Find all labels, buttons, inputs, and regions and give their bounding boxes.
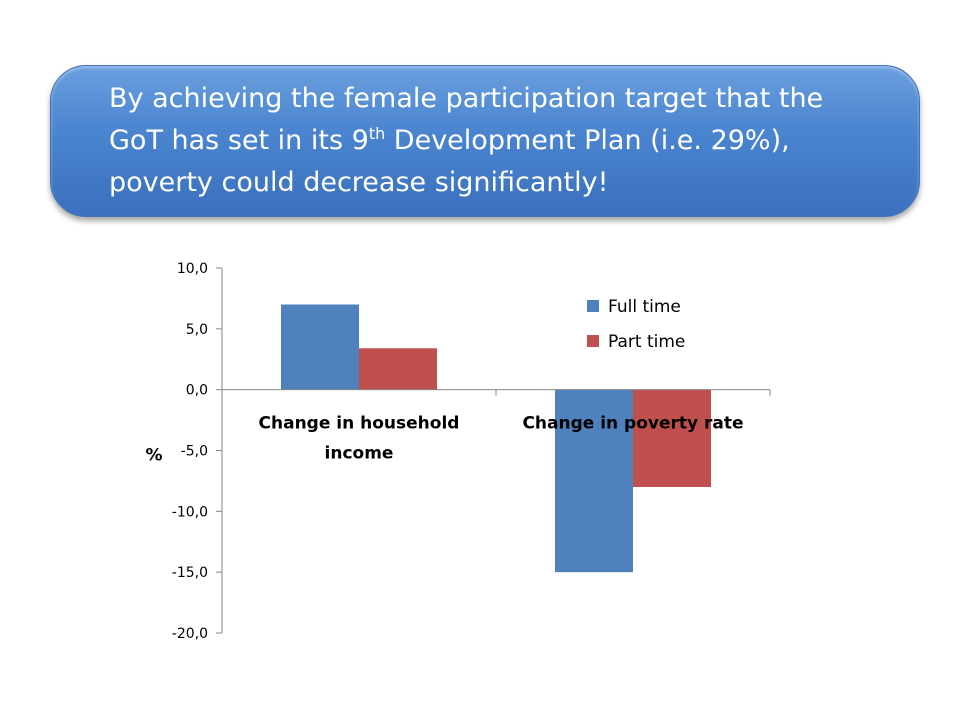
- y-axis-title: %: [145, 446, 162, 466]
- headline-text: By achieving the female participation ta…: [109, 78, 889, 204]
- legend-label: Part time: [608, 332, 685, 352]
- bar-part-time: [633, 389, 711, 487]
- headline-line-1: By achieving the female participation ta…: [109, 83, 824, 114]
- y-tick-label: 5,0: [186, 322, 208, 338]
- legend-swatch: [587, 300, 599, 312]
- legend-swatch: [587, 335, 599, 347]
- y-tick-label: -10,0: [172, 504, 208, 520]
- bar-full-time: [555, 389, 633, 573]
- category-label: income: [325, 444, 394, 464]
- category-label: Change in household: [259, 414, 460, 434]
- category-label: Change in poverty rate: [522, 414, 743, 434]
- headline-line-2-end: Development Plan (i.e. 29%),: [385, 125, 790, 156]
- y-tick-label: -15,0: [172, 565, 208, 581]
- bar-full-time: [281, 304, 359, 390]
- headline-line-2: GoT has set in its 9th Development Plan …: [109, 120, 889, 162]
- headline-line-2-start: GoT has set in its 9: [109, 125, 369, 156]
- y-tick-label: 0,0: [186, 383, 208, 399]
- headline-banner: By achieving the female participation ta…: [50, 65, 920, 217]
- headline-line-3: poverty could decrease significantly!: [109, 167, 609, 198]
- y-tick-label: -5,0: [181, 444, 208, 460]
- legend-label: Full time: [608, 297, 681, 317]
- bar-part-time: [359, 348, 437, 390]
- y-tick-label: 10,0: [177, 261, 208, 277]
- headline-superscript: th: [368, 124, 386, 143]
- y-tick-label: -20,0: [172, 626, 208, 642]
